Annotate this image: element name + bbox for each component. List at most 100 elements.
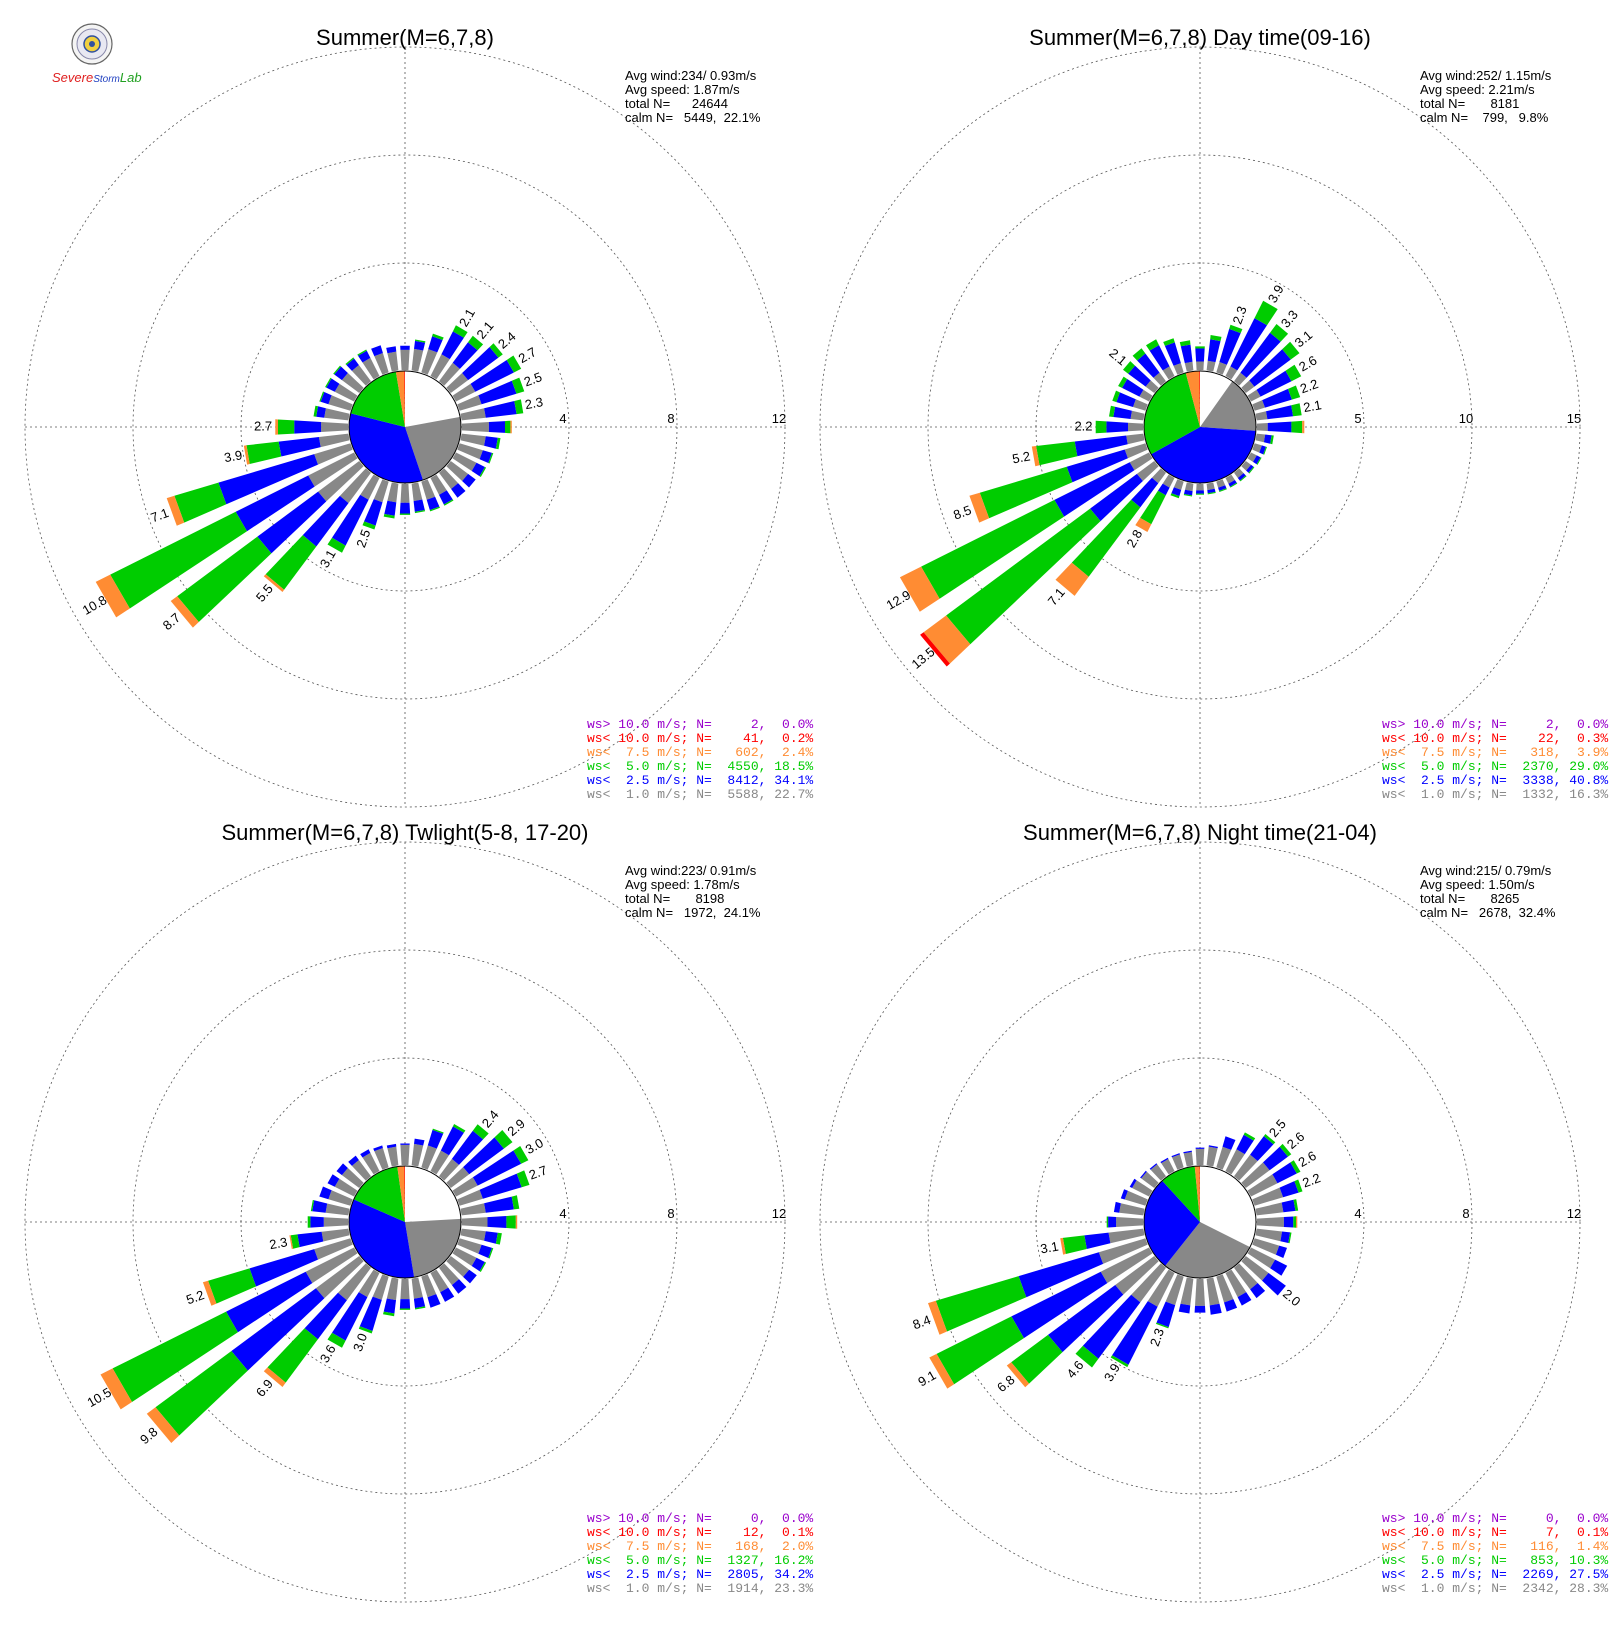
bar-total-label: 2.5 [1266, 1116, 1289, 1139]
bar-segment-orange-250 [166, 495, 185, 526]
bar-segment-gray-140 [1234, 1263, 1258, 1290]
calm-pie-outline [348, 370, 462, 484]
bar-segment-gray-270 [1128, 422, 1144, 432]
bar-segment-gray-300 [334, 1178, 358, 1197]
bar-segment-gray-350 [1183, 1152, 1194, 1167]
bar-segment-blue-210 [332, 494, 369, 546]
range-ring [819, 841, 1581, 1603]
bar-segment-blue-120 [471, 462, 485, 477]
bar-segment-gray-230 [1136, 461, 1159, 481]
range-ring [819, 46, 1581, 808]
bar-segment-blue-200 [1156, 1301, 1176, 1328]
bar-segment-blue-320 [348, 1155, 359, 1166]
bar-segment-blue-320 [1149, 1163, 1158, 1170]
bar-segment-gray-290 [328, 395, 353, 411]
bar-segment-blue-210 [1157, 483, 1170, 496]
bar-segment-gray-320 [351, 365, 371, 386]
bar-segment-blue-330 [358, 350, 371, 363]
bar-total-label: 3.1 [1039, 1239, 1059, 1257]
bar-segment-green-80 [514, 399, 524, 415]
bar-segment-gray-280 [1130, 410, 1145, 421]
stat-line: Avg wind:234/ 0.93m/s [625, 68, 757, 83]
bar-segment-green-240 [936, 1316, 1024, 1385]
bar-segment-green-150 [443, 499, 454, 506]
bar-segment-green-60 [506, 355, 522, 373]
bar-segment-green-100 [495, 437, 501, 450]
bar-segment-green-280 [310, 1200, 315, 1212]
bar-segment-gray-340 [1172, 1154, 1184, 1170]
bar-total-label: 2.3 [524, 394, 544, 412]
bar-segment-green-210 [327, 1332, 346, 1348]
bar-total-label: 2.2 [1298, 376, 1320, 396]
bar-segment-gray-70 [457, 395, 482, 411]
bar-segment-gray-180 [1196, 483, 1204, 491]
bar-segment-blue-140 [451, 483, 466, 498]
stat-line: calm N= 799, 9.8% [1420, 110, 1549, 125]
bar-segment-blue-140 [451, 1279, 467, 1294]
bar-segment-blue-20 [1219, 328, 1241, 365]
legend-entry-green: ws< 5.0 m/s; N= 2370, 29.0% [1382, 759, 1608, 774]
bar-segment-blue-130 [1246, 464, 1254, 473]
bar-segment-blue-250 [1066, 449, 1128, 483]
bar-segment-green-160 [1219, 488, 1227, 492]
bar-segment-gray-170 [411, 482, 423, 502]
bar-segment-blue-280 [312, 1200, 328, 1213]
bar-segment-gray-250 [1098, 1238, 1148, 1264]
legend-entry-gray: ws< 1.0 m/s; N= 5588, 22.7% [587, 787, 813, 802]
bar-segment-gray-200 [373, 479, 389, 503]
bar-segment-orange-260 [289, 1235, 294, 1249]
bar-segment-green-70 [1288, 385, 1301, 400]
panel-title: Summer(M=6,7,8) Night time(21-04) [1023, 820, 1377, 845]
calm-pie-outline [1143, 370, 1257, 484]
bar-segment-green-330 [1146, 339, 1159, 351]
bar-segment-gray-140 [439, 468, 459, 489]
bar-total-label: 2.4 [495, 329, 518, 352]
logo-seal-icon: SevereStormLab. [52, 23, 145, 85]
bar-segment-gray-50 [1241, 1162, 1270, 1188]
bar-segment-gray-270 [1116, 1217, 1144, 1227]
logo-severe-text: Severe [52, 70, 93, 85]
bar-segment-orange-240 [929, 1353, 955, 1389]
bar-segment-blue-260 [278, 437, 321, 457]
stat-line: total N= 24644 [625, 96, 728, 111]
bar-segment-green-100 [1270, 435, 1274, 445]
bar-segment-green-50 [1279, 1143, 1292, 1157]
bar-segment-green-40 [468, 335, 484, 351]
bar-segment-green-120 [479, 1262, 487, 1272]
bar-segment-blue-240 [235, 475, 315, 532]
bar-segment-gray-130 [1241, 461, 1251, 471]
bar-segment-blue-60 [472, 1150, 522, 1186]
ring-tick-label: 12 [772, 1206, 786, 1221]
bar-segment-blue-330 [360, 1149, 371, 1158]
bar-segment-gray-90 [1256, 1217, 1284, 1227]
stat-line: total N= 8265 [1420, 891, 1519, 906]
legend-entry-orange: ws< 7.5 m/s; N= 168, 2.0% [587, 1539, 813, 1554]
legend-entry-blue: ws< 2.5 m/s; N= 2269, 27.5% [1382, 1567, 1608, 1582]
legend-entry-green: ws< 5.0 m/s; N= 4550, 18.5% [587, 759, 813, 774]
bar-total-label: 6.8 [994, 1372, 1017, 1395]
bar-segment-green-290 [319, 391, 325, 402]
bar-segment-gray-320 [1153, 372, 1166, 386]
bar-segment-blue-120 [1253, 455, 1261, 465]
legend-entry-blue: ws< 2.5 m/s; N= 2805, 34.2% [587, 1567, 813, 1582]
bar-segment-gray-300 [1132, 1180, 1153, 1197]
bar-segment-green-50 [494, 1130, 513, 1149]
bar-segment-blue-130 [462, 473, 476, 488]
bar-segment-blue-100 [484, 1231, 498, 1244]
bar-total-label: 2.5 [522, 369, 544, 389]
bar-segment-green-290 [1112, 390, 1120, 403]
bar-segment-gray-70 [1252, 400, 1265, 411]
bar-total-label: 2.7 [254, 418, 272, 433]
bar-segment-gray-250 [1124, 443, 1148, 459]
ring-tick-label: 8 [667, 411, 674, 426]
bar-segment-green-170 [414, 510, 426, 514]
bar-segment-gray-170 [411, 1277, 423, 1299]
bar-segment-gray-210 [1162, 474, 1175, 488]
bar-segment-blue-50 [463, 1137, 504, 1175]
bar-segment-blue-60 [1256, 370, 1292, 397]
bar-segment-gray-190 [1185, 482, 1194, 492]
bar-segment-gray-160 [1216, 1274, 1234, 1303]
stat-line: Avg wind:252/ 1.15m/s [1420, 68, 1552, 83]
bar-segment-blue-350 [1183, 1150, 1192, 1154]
bar-segment-green-190 [383, 514, 395, 519]
